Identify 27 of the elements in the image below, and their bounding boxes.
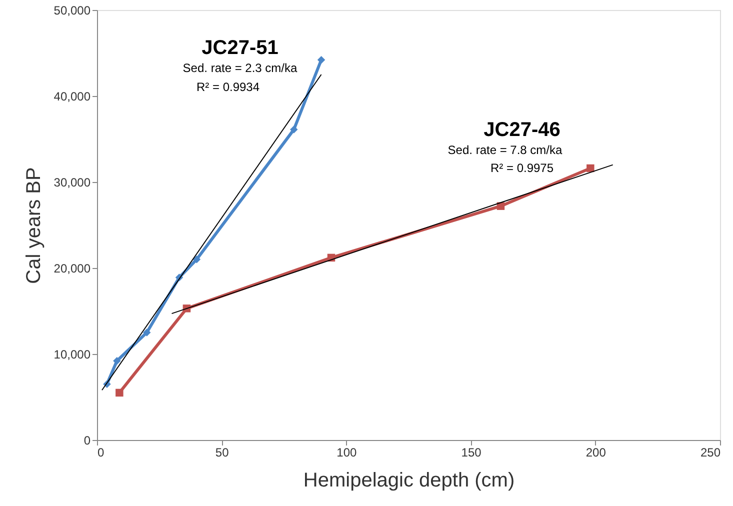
point [586,164,594,172]
point [116,388,124,397]
point [317,56,326,64]
y-tick-label: 40,000 [54,90,91,104]
x-axis-title: Hemipelagic depth (cm) [303,470,515,492]
y-tick-label: 0 [84,434,91,448]
annotation: JC27-51 [202,37,278,59]
y-tick-label: 50,000 [54,4,91,18]
annotation: Sed. rate = 2.3 cm/ka [182,61,298,75]
y-axis-title: Cal years BP [22,167,45,284]
y-tick-label: 10,000 [54,348,91,362]
y-tick-label: 30,000 [54,176,91,190]
x-tick-label: 50 [215,446,230,460]
point [192,256,201,264]
x-tick-label: 250 [700,446,721,460]
x-tick-label: 200 [586,446,606,460]
annotation: R² = 0.9975 [490,161,554,175]
x-tick-label: 0 [98,446,104,460]
annotation: JC27-46 [484,119,560,141]
y-tick-label: 20,000 [54,262,91,276]
point [290,126,298,134]
annotation: Sed. rate = 7.8 cm/ka [448,143,563,157]
point [142,328,151,336]
annotation: R² = 0.9934 [196,80,260,94]
x-tick-label: 100 [336,446,358,460]
point [113,357,121,365]
x-tick-label: 150 [461,446,482,460]
